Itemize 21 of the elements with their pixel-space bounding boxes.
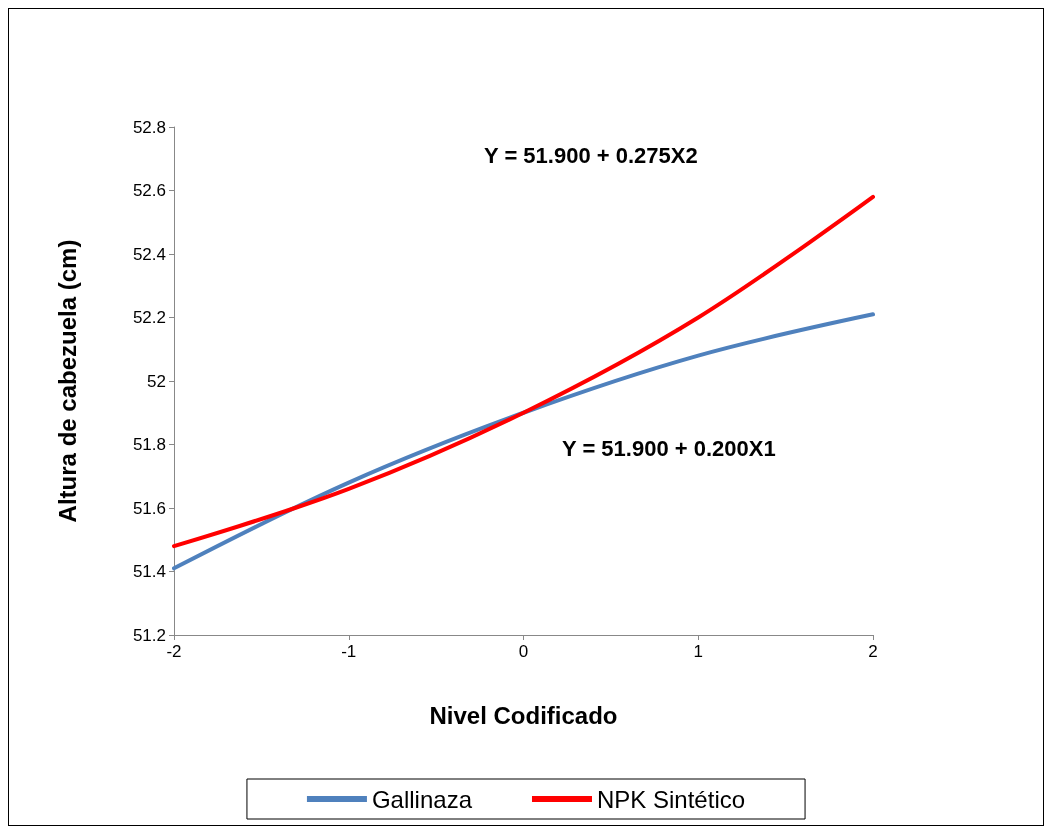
y-tick-label: 52 bbox=[147, 371, 166, 391]
y-tick-label: 51.2 bbox=[132, 625, 166, 645]
annotation: Y = 51.900 + 0.200X1 bbox=[562, 435, 776, 461]
legend-label: NPK Sintético bbox=[596, 785, 746, 813]
x-axis-title: Nivel Codificado bbox=[429, 701, 618, 729]
y-tick-label: 52.6 bbox=[132, 181, 166, 200]
line-series bbox=[172, 194, 875, 549]
x-tick-label: -1 bbox=[341, 642, 357, 661]
y-tick-label: 51.6 bbox=[132, 498, 166, 518]
x-tick-label: 2 bbox=[868, 642, 878, 661]
y-axis-title: Altura de cabezuela (cm) bbox=[53, 239, 81, 523]
y-tick-label: 52.2 bbox=[132, 308, 166, 327]
y-tick-label: 52.4 bbox=[132, 244, 166, 264]
y-tick-label: 51.8 bbox=[132, 435, 166, 454]
y-tick-label: 52.8 bbox=[132, 117, 166, 137]
x-tick-label: 1 bbox=[693, 642, 703, 661]
annotation: Y = 51.900 + 0.275X2 bbox=[484, 142, 698, 168]
x-tick-label: 0 bbox=[518, 642, 529, 661]
y-tick-label: 51.4 bbox=[132, 562, 166, 581]
x-tick-label: -2 bbox=[166, 642, 182, 661]
legend-label: Gallinaza bbox=[371, 785, 473, 813]
